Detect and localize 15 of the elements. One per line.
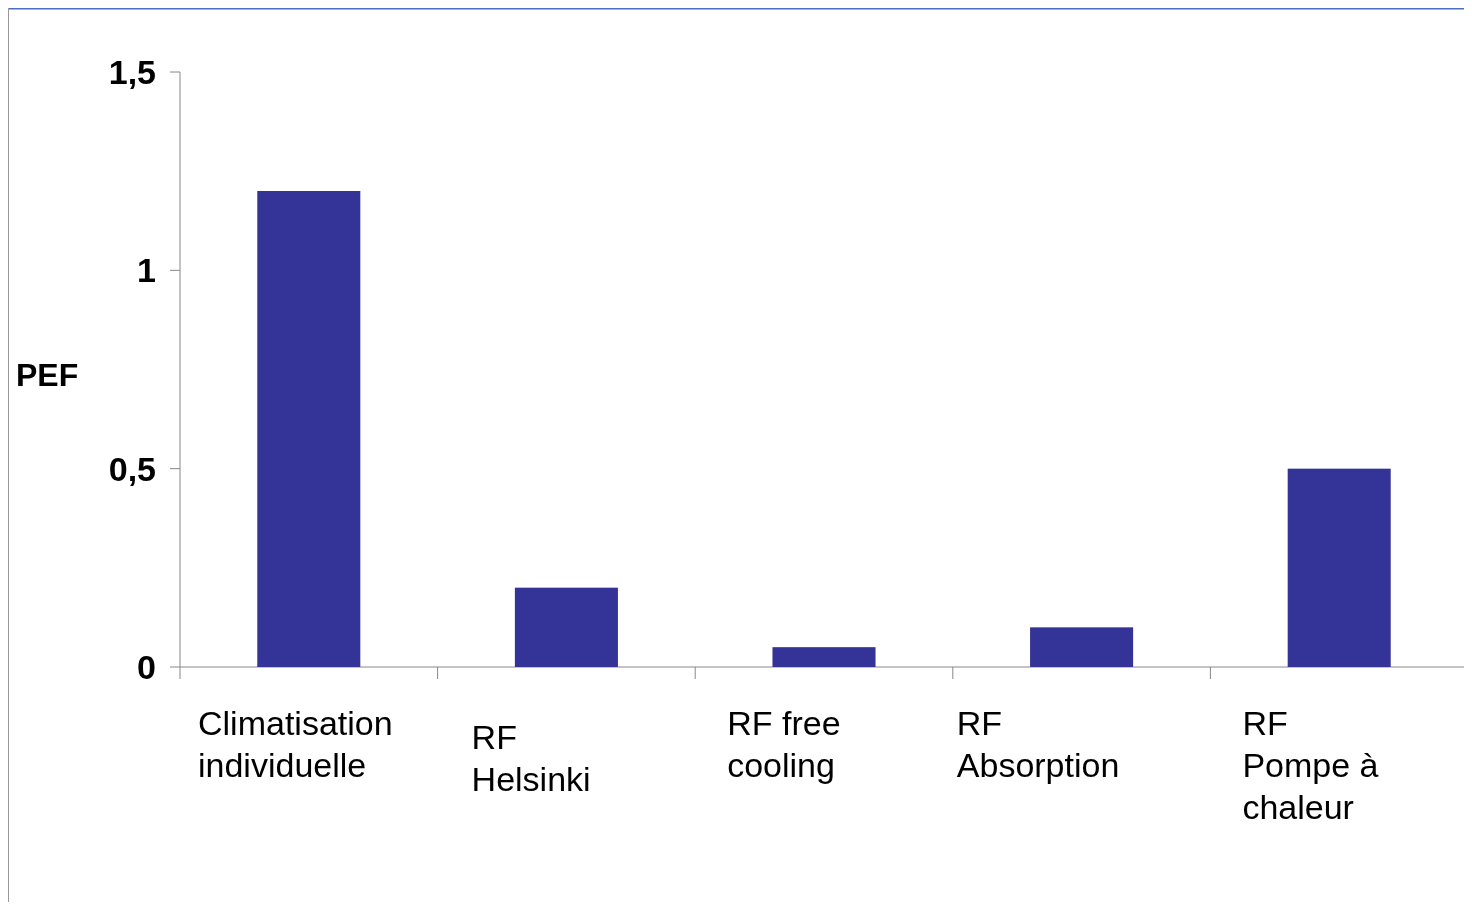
bar (514, 587, 618, 667)
y-axis-title: PEF (16, 357, 79, 393)
y-tick-label: 1,5 (108, 52, 156, 91)
y-tick-label: 0 (137, 647, 156, 686)
x-tick-label: RF Helsinki (471, 718, 591, 798)
y-tick-label: 0,5 (108, 449, 156, 488)
x-tick-label: Climatisation individuelle (198, 704, 393, 784)
x-tick-label: RF free cooling (727, 704, 841, 784)
bar (1287, 468, 1391, 667)
x-tick-label: RF Pompe à chaleur (1242, 704, 1379, 826)
bar (257, 191, 361, 667)
bar (1030, 627, 1134, 667)
y-tick-label: 1 (137, 251, 156, 290)
x-tick-label: RF Absorption (956, 704, 1120, 784)
bar (772, 647, 876, 667)
